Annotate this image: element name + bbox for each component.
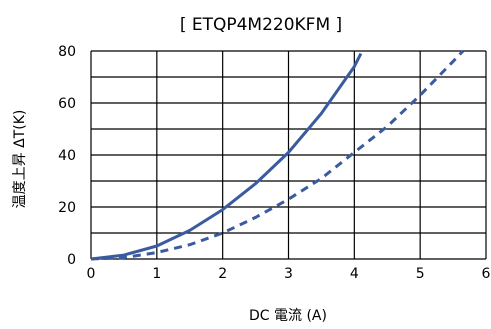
y-tick-label: 60 [58, 96, 76, 112]
y-tick-label: 0 [67, 252, 76, 268]
y-tick-labels: 0 20 40 60 80 [58, 44, 76, 268]
grid [90, 50, 487, 260]
y-axis-label: 温度上昇 ΔT(K) [12, 110, 28, 209]
y-tick-label: 20 [58, 200, 76, 216]
x-axis-label: DC 電流 (A) [249, 308, 327, 324]
chart-title: [ ETQP4M220KFM ] [180, 15, 342, 35]
y-tick-label: 80 [58, 44, 76, 60]
x-tick-label: 0 [87, 266, 96, 282]
x-tick-label: 5 [416, 266, 425, 282]
series-group [90, 49, 465, 261]
x-tick-label: 1 [152, 266, 161, 282]
series-line-solid [90, 52, 363, 261]
y-tick-label: 40 [58, 148, 76, 164]
x-tick-label: 3 [284, 266, 293, 282]
x-tick-labels: 0 1 2 3 4 5 6 [87, 266, 491, 282]
x-tick-label: 6 [482, 266, 491, 282]
x-tick-label: 2 [218, 266, 227, 282]
x-tick-label: 4 [350, 266, 359, 282]
